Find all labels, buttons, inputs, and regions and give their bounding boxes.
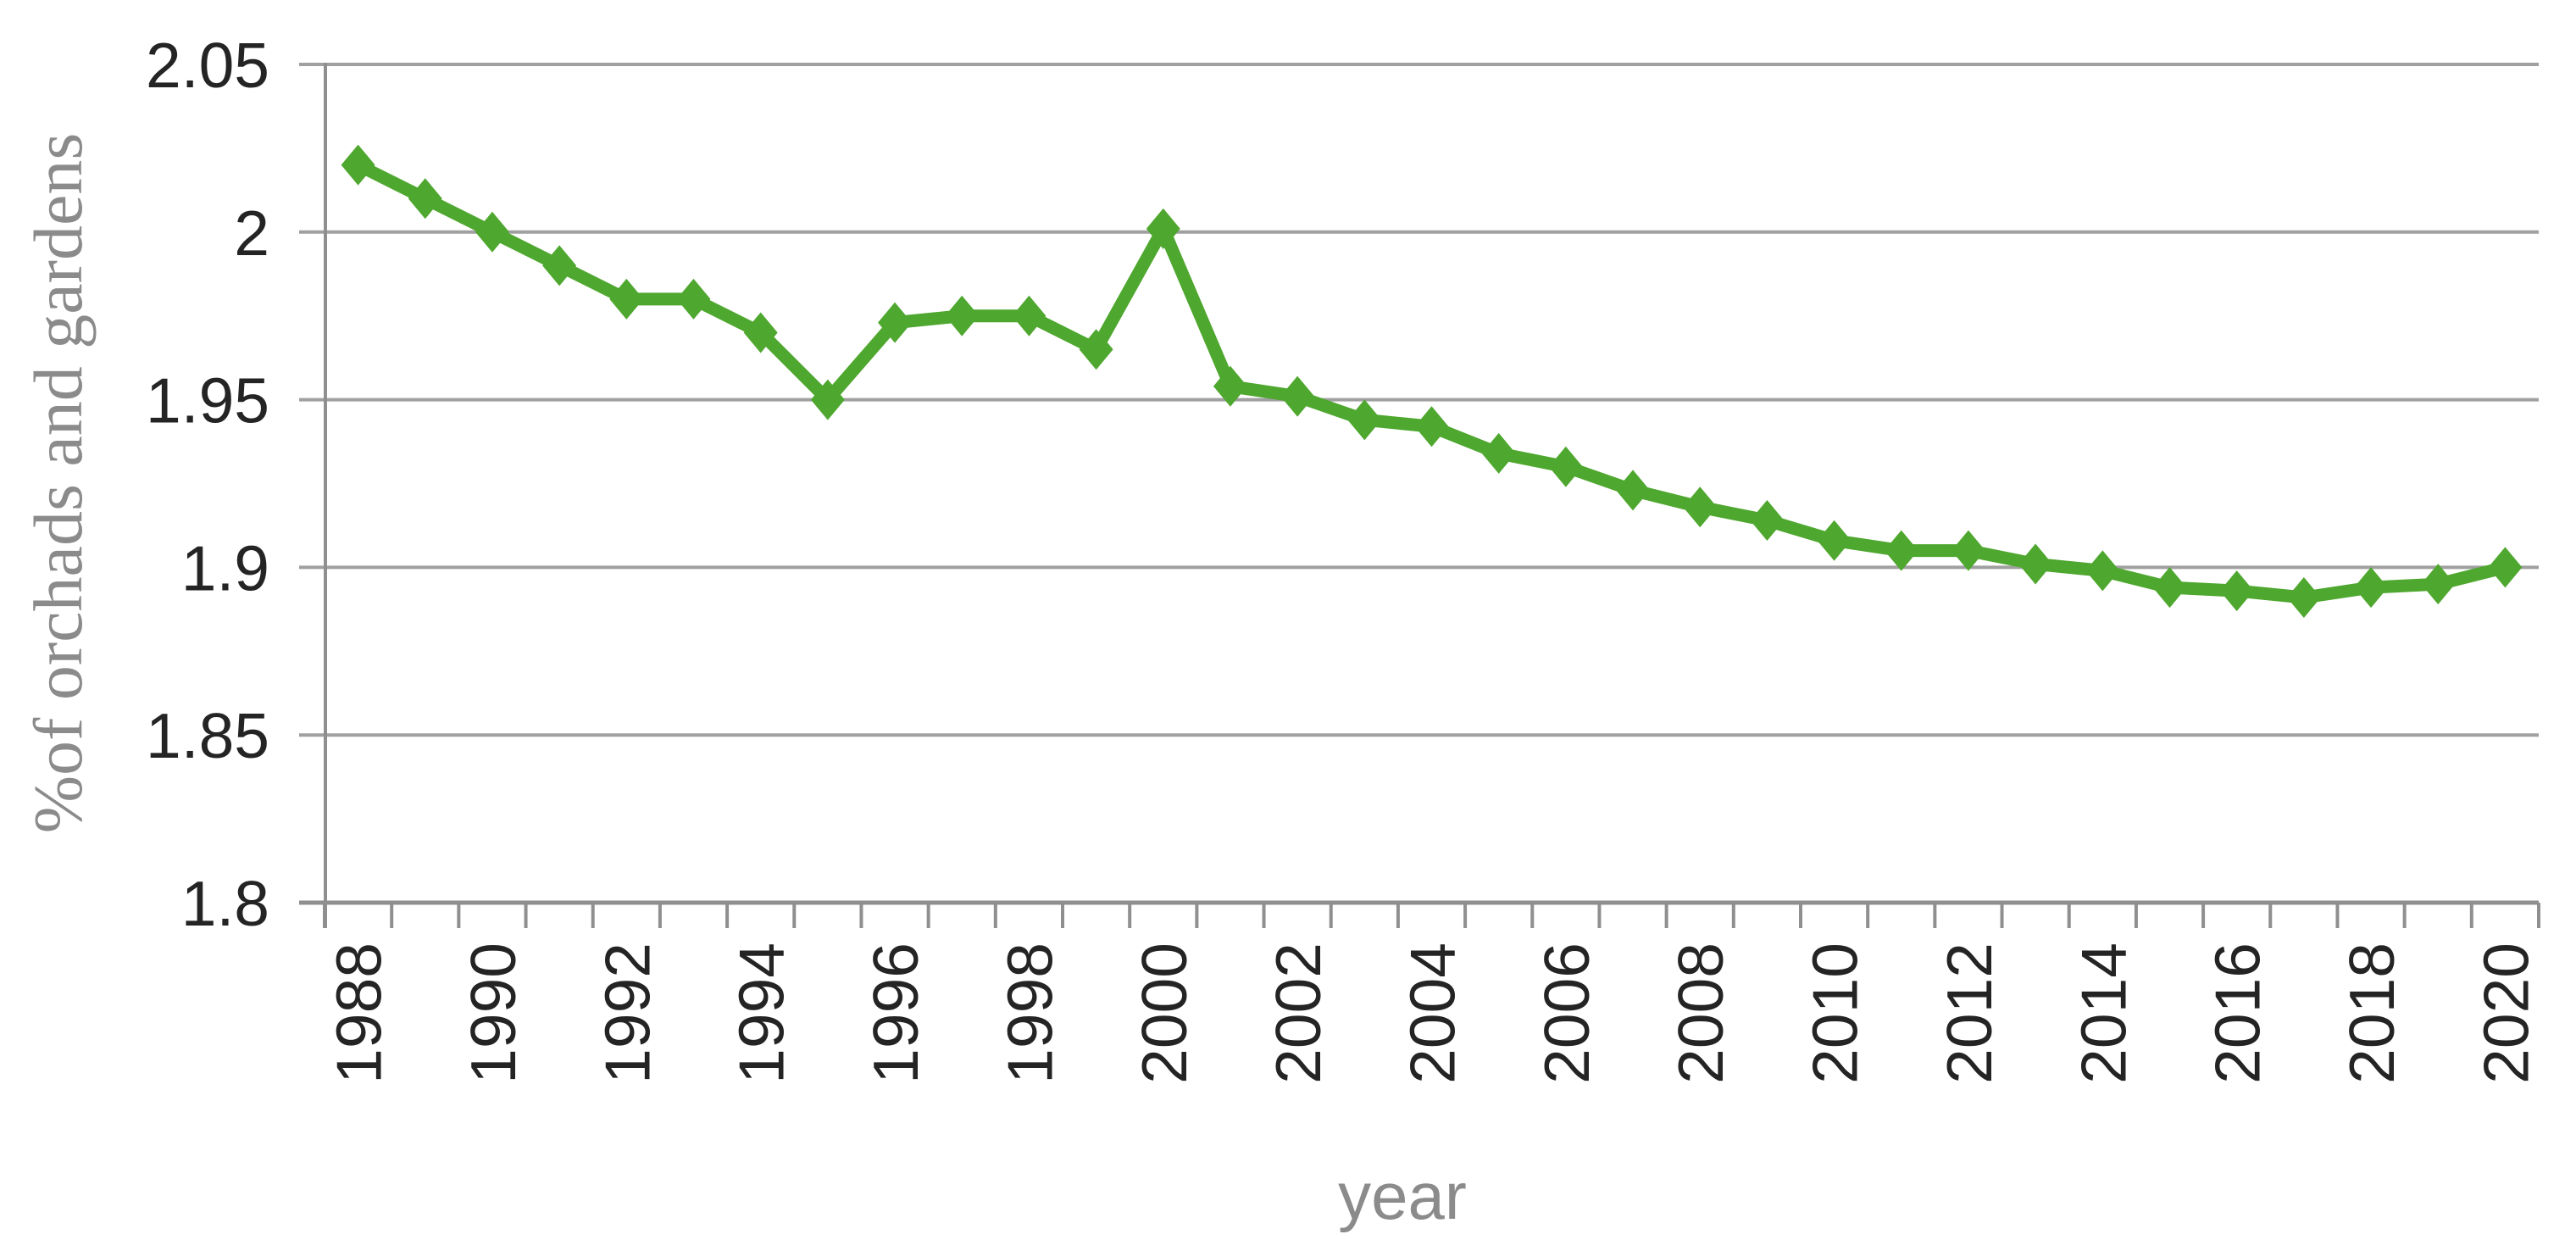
x-tick-label: 2018 <box>2336 942 2407 1084</box>
data-point-marker <box>1481 432 1516 474</box>
data-point-marker <box>2152 567 2187 609</box>
data-series <box>341 144 2523 619</box>
data-point-marker <box>1079 329 1113 370</box>
data-point-marker <box>2219 570 2254 612</box>
x-axis-title: year <box>1338 1159 1467 1233</box>
data-point-marker <box>676 278 711 320</box>
y-tick-label: 1.9 <box>181 532 269 603</box>
x-tick-label: 2014 <box>2068 942 2139 1084</box>
data-point-marker <box>475 211 509 253</box>
data-point-marker <box>1683 486 1718 528</box>
data-point-marker <box>2286 577 2321 619</box>
gridlines <box>299 63 2539 904</box>
data-point-marker <box>2421 564 2456 605</box>
x-tick-label: 1988 <box>324 942 395 1084</box>
data-point-marker <box>1280 375 1315 417</box>
data-point-marker <box>341 144 375 186</box>
y-axis-title: %of orchads and gardens <box>19 133 97 834</box>
data-point-marker <box>1548 446 1583 487</box>
y-tick-label: 1.95 <box>146 365 269 436</box>
axes <box>299 63 2539 928</box>
data-point-marker <box>1146 208 1180 249</box>
x-tick-label: 2004 <box>1397 942 1468 1084</box>
x-tick-label: 2002 <box>1263 942 1334 1084</box>
data-point-marker <box>1616 470 1651 511</box>
x-tick-label: 2012 <box>1934 942 2005 1084</box>
data-point-marker <box>1347 399 1382 441</box>
data-point-marker <box>2354 567 2389 609</box>
data-point-marker <box>1817 520 1852 561</box>
data-point-marker <box>408 178 442 220</box>
data-point-marker <box>1012 295 1046 336</box>
x-tick-label: 2020 <box>2470 942 2541 1084</box>
x-tick-label: 2006 <box>1531 942 1602 1084</box>
data-point-marker <box>743 312 778 353</box>
data-point-marker <box>810 379 845 420</box>
data-point-marker <box>1213 365 1247 407</box>
y-tick-labels: 2.05 2 1.95 1.9 1.85 1.8 <box>146 30 269 939</box>
x-tick-label: 1992 <box>591 942 663 1084</box>
x-tick-label: 1990 <box>458 942 529 1084</box>
data-point-marker <box>945 295 980 336</box>
y-tick-label: 1.85 <box>146 700 269 771</box>
data-point-marker <box>2085 550 2120 592</box>
x-tick-labels: 1988 1990 1992 1994 1996 1998 2000 2002 2004 2006… <box>324 942 2542 1084</box>
data-point-marker <box>542 245 577 286</box>
x-tick-label: 1994 <box>726 942 797 1084</box>
x-tick-label: 2010 <box>1800 942 1871 1084</box>
x-tick-label: 1998 <box>994 942 1065 1084</box>
x-tick-label: 1996 <box>860 942 931 1084</box>
data-point-marker <box>609 278 644 320</box>
x-tick-label: 2008 <box>1665 942 1736 1084</box>
data-point-marker <box>1414 406 1449 448</box>
data-point-marker <box>878 302 913 343</box>
data-point-marker <box>2018 543 2053 585</box>
data-point-marker <box>1951 530 1985 571</box>
data-point-marker <box>2488 547 2523 588</box>
y-tick-label: 2.05 <box>146 30 269 101</box>
x-tick-label: 2000 <box>1129 942 1200 1084</box>
series-line-path <box>352 158 2512 604</box>
data-point-marker <box>1884 530 1918 571</box>
x-tick-label: 2016 <box>2202 942 2273 1084</box>
data-point-marker <box>1750 500 1785 542</box>
y-tick-label: 2 <box>234 197 269 269</box>
tick-marks <box>323 903 2540 928</box>
y-tick-label: 1.8 <box>181 868 269 939</box>
